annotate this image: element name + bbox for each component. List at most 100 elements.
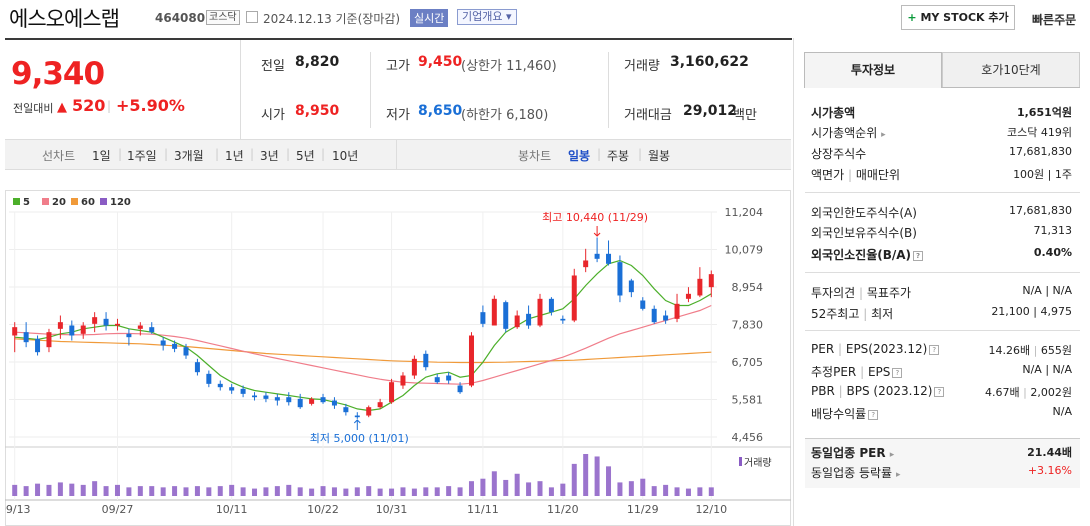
volume-bar [217, 486, 223, 496]
pbr-label: PBR [811, 384, 835, 398]
tab-1w[interactable]: 1주일 [127, 149, 157, 163]
volume-bar [103, 486, 109, 496]
candle-body [377, 402, 383, 408]
market-cap-row: 시가총액 1,651억원 [811, 104, 1072, 124]
candle-body [389, 382, 395, 403]
mystock-add-button[interactable]: + MY STOCK 추가 [901, 5, 1015, 30]
y-tick-label: 8,954 [732, 281, 764, 294]
candle-body [137, 325, 143, 329]
volume-bar [457, 487, 463, 496]
tab-1y[interactable]: 1년 [225, 149, 244, 163]
volume-bar [697, 487, 703, 496]
volume-bar [708, 487, 714, 496]
candle-body [229, 387, 235, 391]
candle-body [480, 312, 486, 324]
tab-daily[interactable]: 일봉 [568, 149, 591, 163]
opinion-value: N/A | N/A [1022, 284, 1072, 297]
y-tick-label: 4,456 [732, 431, 764, 444]
volume-bar [434, 487, 440, 496]
industry-per-row[interactable]: 동일업종 PER ▸ 21.44배 [811, 444, 1072, 464]
volume-bar [286, 484, 292, 496]
prev-close-label: 전일 [261, 59, 285, 74]
volume-bar [423, 487, 429, 496]
candle-body [160, 340, 166, 346]
candle-body [411, 358, 417, 376]
cap-rank-row[interactable]: 시가총액순위 ▸ 코스닥 419위 [811, 124, 1072, 144]
help-icon[interactable]: ? [913, 251, 924, 261]
realtime-button[interactable]: 실시간 [410, 9, 449, 27]
target-label: 목표주가 [866, 286, 912, 300]
cap-rank-label: 시가총액순위 [811, 126, 878, 140]
period-tabs: 선차트 1일 | 1주일 | 3개월 | 1년 | 3년 | 5년 | 10년 … [5, 139, 791, 170]
volume-bar [571, 463, 577, 496]
help-icon[interactable]: ? [868, 410, 879, 420]
high-value: 9,450 [418, 54, 463, 70]
candle-body [57, 322, 63, 329]
volume-bar [503, 479, 509, 496]
industry-per-label: 동일업종 PER [811, 446, 886, 460]
lower-limit: (하한가 6,180) [461, 108, 549, 123]
candle-body [69, 325, 75, 336]
tab-5y[interactable]: 5년 [296, 149, 315, 163]
help-icon[interactable]: ? [934, 387, 945, 397]
opinion-row: 투자의견 | 목표주가 N/A | N/A [811, 284, 1072, 300]
candle-body [103, 318, 109, 326]
help-icon[interactable]: ? [929, 345, 940, 355]
volume-bar [594, 456, 600, 496]
x-tick-label: 10/11 [216, 503, 248, 516]
chart-frame [5, 190, 791, 526]
market-badge: 코스닥 [206, 10, 240, 25]
divider [608, 52, 609, 128]
prev-close-value: 8,820 [295, 54, 340, 70]
candle-body [548, 298, 554, 313]
tab-investment-info[interactable]: 투자정보 [804, 52, 942, 88]
ma5-line [14, 259, 712, 412]
candle-body [400, 375, 406, 386]
candle-body [446, 375, 452, 381]
open-value: 8,950 [295, 103, 340, 119]
y-tick-label: 5,581 [732, 393, 764, 406]
volume-bar [354, 487, 360, 496]
change-amount: 520 [72, 96, 106, 115]
volume-bar [446, 486, 452, 496]
help-icon[interactable]: ? [892, 368, 903, 378]
tab-monthly[interactable]: 월봉 [648, 149, 671, 163]
tab-orderbook[interactable]: 호가10단계 [942, 52, 1080, 88]
industry-rate-row[interactable]: 동일업종 등락률 ▸ +3.16% [811, 464, 1072, 484]
volume-bar [468, 481, 474, 496]
volume-bar [149, 486, 155, 496]
volume-label: 거래량 [744, 457, 772, 469]
eps-label: EPS(2023.12) [845, 342, 928, 356]
header-divider [5, 38, 792, 40]
volume-bar [331, 487, 337, 496]
right-panel: 투자정보 호가10단계 시가총액 1,651억원 시가총액순위 ▸ 코스닥 41… [793, 38, 1090, 526]
tab-10y[interactable]: 10년 [332, 149, 359, 163]
tab-3y[interactable]: 3년 [260, 149, 279, 163]
w52-high-label: 52주최고 [811, 307, 860, 321]
candle-body [286, 397, 292, 403]
tab-weekly[interactable]: 주봉 [607, 149, 630, 163]
company-overview-dropdown[interactable]: 기업개요 ▾ [457, 9, 517, 25]
volume-bar [628, 481, 634, 496]
volume-bar [685, 488, 691, 496]
quick-order-button[interactable]: 빠른주문 [1032, 13, 1077, 27]
x-tick-label: 11/29 [627, 503, 659, 516]
volume-bar [400, 487, 406, 496]
tab-1d[interactable]: 1일 [92, 149, 111, 163]
foreign-hold-row: 외국인보유주식수(B) 71,313 [811, 224, 1072, 244]
shares-label: 상장주식수 [811, 147, 867, 161]
info-tabs: 투자정보 호가10단계 [804, 52, 1080, 88]
price-chart[interactable]: 5 20 60 120 11,204 10,079 8,954 7,830 6,705 5,581… [5, 190, 791, 526]
high-annotation: 최고 10,440 (11/29) [542, 211, 648, 224]
volume-bar [229, 484, 235, 496]
trade-amount-label: 거래대금 [624, 108, 672, 123]
stock-code: 464080 [155, 11, 206, 25]
tab-3m[interactable]: 3개월 [174, 149, 204, 163]
volume-bar [560, 483, 566, 496]
x-tick-label: 09/27 [102, 503, 134, 516]
foreign-limit-row: 외국인한도주식수(A) 17,681,830 [811, 204, 1072, 224]
industry-per-value: 21.44배 [1027, 446, 1072, 459]
volume-bar [114, 484, 120, 496]
est-per-row: 추정PER | EPS? N/A | N/A [811, 363, 1072, 379]
volume-bar [480, 478, 486, 496]
